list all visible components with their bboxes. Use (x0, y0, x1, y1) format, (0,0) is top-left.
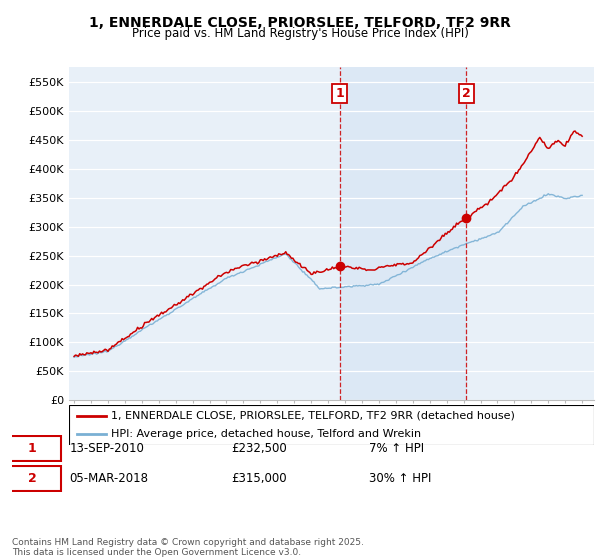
Bar (340, 67, 466, 400)
Text: 1, ENNERDALE CLOSE, PRIORSLEE, TELFORD, TF2 9RR: 1, ENNERDALE CLOSE, PRIORSLEE, TELFORD, … (89, 16, 511, 30)
Text: Contains HM Land Registry data © Crown copyright and database right 2025.
This d: Contains HM Land Registry data © Crown c… (12, 538, 364, 557)
Text: 1, ENNERDALE CLOSE, PRIORSLEE, TELFORD, TF2 9RR (detached house): 1, ENNERDALE CLOSE, PRIORSLEE, TELFORD, … (111, 411, 515, 421)
Text: 2: 2 (462, 87, 471, 100)
Text: 1: 1 (335, 87, 344, 100)
Text: Price paid vs. HM Land Registry's House Price Index (HPI): Price paid vs. HM Land Registry's House … (131, 27, 469, 40)
FancyBboxPatch shape (4, 436, 61, 461)
Text: 7% ↑ HPI: 7% ↑ HPI (369, 442, 424, 455)
Text: £315,000: £315,000 (231, 472, 287, 485)
Text: 05-MAR-2018: 05-MAR-2018 (70, 472, 149, 485)
FancyBboxPatch shape (4, 466, 61, 491)
Text: 1: 1 (28, 442, 37, 455)
Text: £232,500: £232,500 (231, 442, 287, 455)
Text: 13-SEP-2010: 13-SEP-2010 (70, 442, 145, 455)
Text: 2: 2 (28, 472, 37, 485)
Text: HPI: Average price, detached house, Telford and Wrekin: HPI: Average price, detached house, Telf… (111, 430, 421, 439)
Text: 30% ↑ HPI: 30% ↑ HPI (369, 472, 431, 485)
